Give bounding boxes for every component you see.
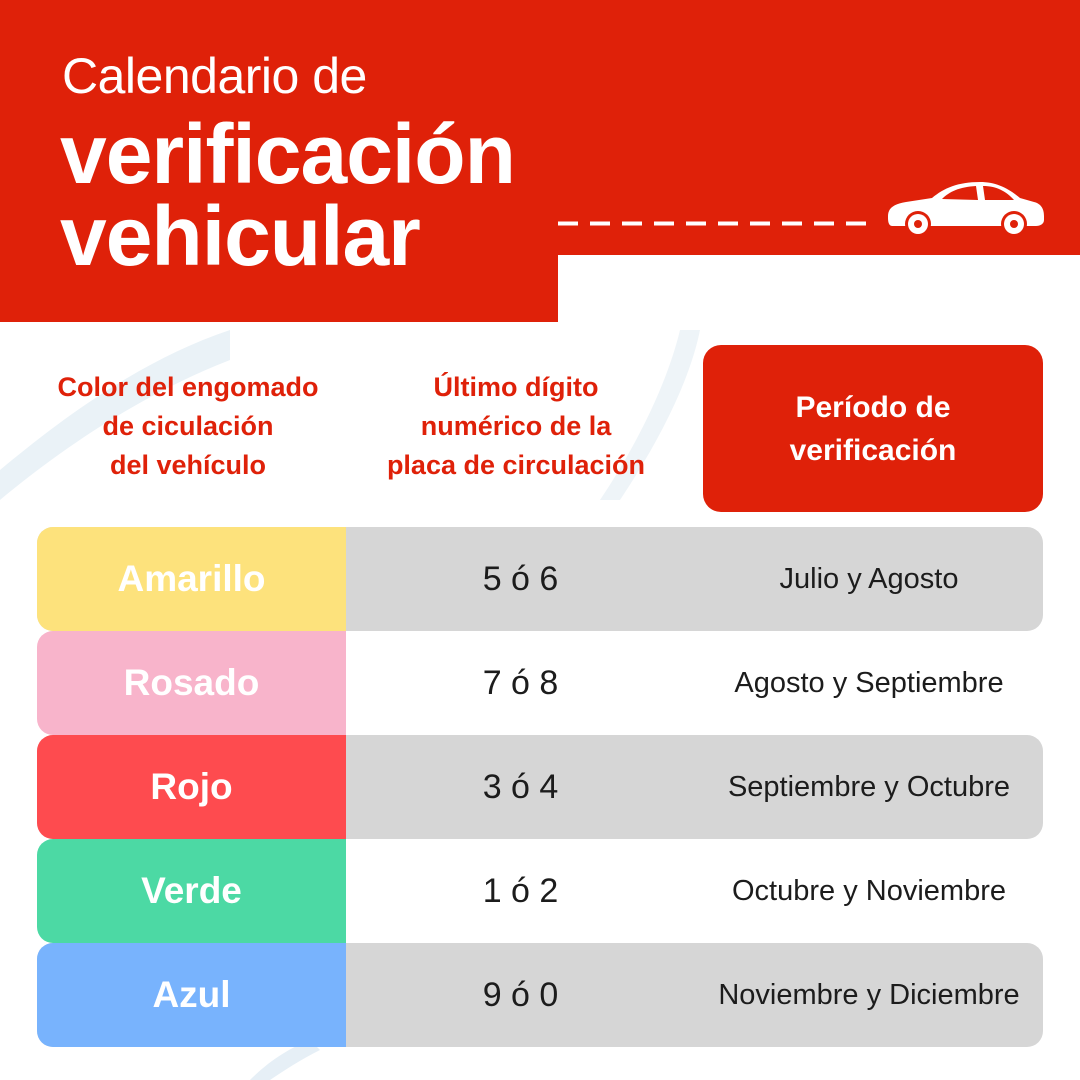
title-line-2: verificación <box>60 107 516 201</box>
table-row: Rojo 3 ó 4 Septiembre y Octubre <box>37 735 1043 839</box>
table-row: Rosado 7 ó 8 Agosto y Septiembre <box>37 631 1043 735</box>
column-header-period-line: Período de <box>795 390 951 424</box>
column-header-color-line: Color del engomado <box>57 372 319 402</box>
plate-digit-cell: 1 ó 2 <box>482 871 559 910</box>
column-header-color-line: de ciculación <box>102 411 274 441</box>
column-header-color: Color del engomado de ciculación del veh… <box>40 368 336 485</box>
table-row: Amarillo 5 ó 6 Julio y Agosto <box>37 527 1043 631</box>
column-header-color-line: del vehículo <box>109 450 267 480</box>
sticker-color-cell: Verde <box>37 839 346 943</box>
plate-digit-cell: 3 ó 4 <box>482 767 559 806</box>
period-cell: Noviembre y Diciembre <box>718 978 1020 1011</box>
column-header-period: Período de verificación <box>703 345 1043 512</box>
sticker-color-cell: Rojo <box>37 735 346 839</box>
plate-digit-cell: 7 ó 8 <box>482 663 559 702</box>
sticker-color-cell: Rosado <box>37 631 346 735</box>
title-line-3: vehicular <box>60 189 421 283</box>
column-header-digit: Último dígito numérico de la placa de ci… <box>366 368 666 485</box>
header-banner-step <box>0 255 558 322</box>
table-row: Azul 9 ó 0 Noviembre y Diciembre <box>37 943 1043 1047</box>
sticker-color-cell: Amarillo <box>37 527 346 631</box>
verification-table: Amarillo 5 ó 6 Julio y Agosto Rosado 7 ó… <box>37 527 1043 1047</box>
plate-digit-cell: 9 ó 0 <box>482 975 559 1014</box>
period-cell: Septiembre y Octubre <box>727 770 1011 803</box>
title-line-1: Calendario de <box>62 48 367 104</box>
period-cell: Julio y Agosto <box>779 562 959 595</box>
column-header-digit-line: placa de circulación <box>386 450 646 480</box>
column-header-digit-line: Último dígito <box>433 372 599 402</box>
table-row: Verde 1 ó 2 Octubre y Noviembre <box>37 839 1043 943</box>
plate-digit-cell: 5 ó 6 <box>482 559 559 598</box>
sticker-color-cell: Azul <box>37 943 346 1047</box>
period-cell: Octubre y Noviembre <box>732 874 1006 907</box>
column-header-period-line: verificación <box>789 433 957 467</box>
column-header-digit-line: numérico de la <box>420 411 612 441</box>
road-dash-line <box>558 221 878 226</box>
period-cell: Agosto y Septiembre <box>734 666 1004 699</box>
car-icon <box>888 182 1044 237</box>
